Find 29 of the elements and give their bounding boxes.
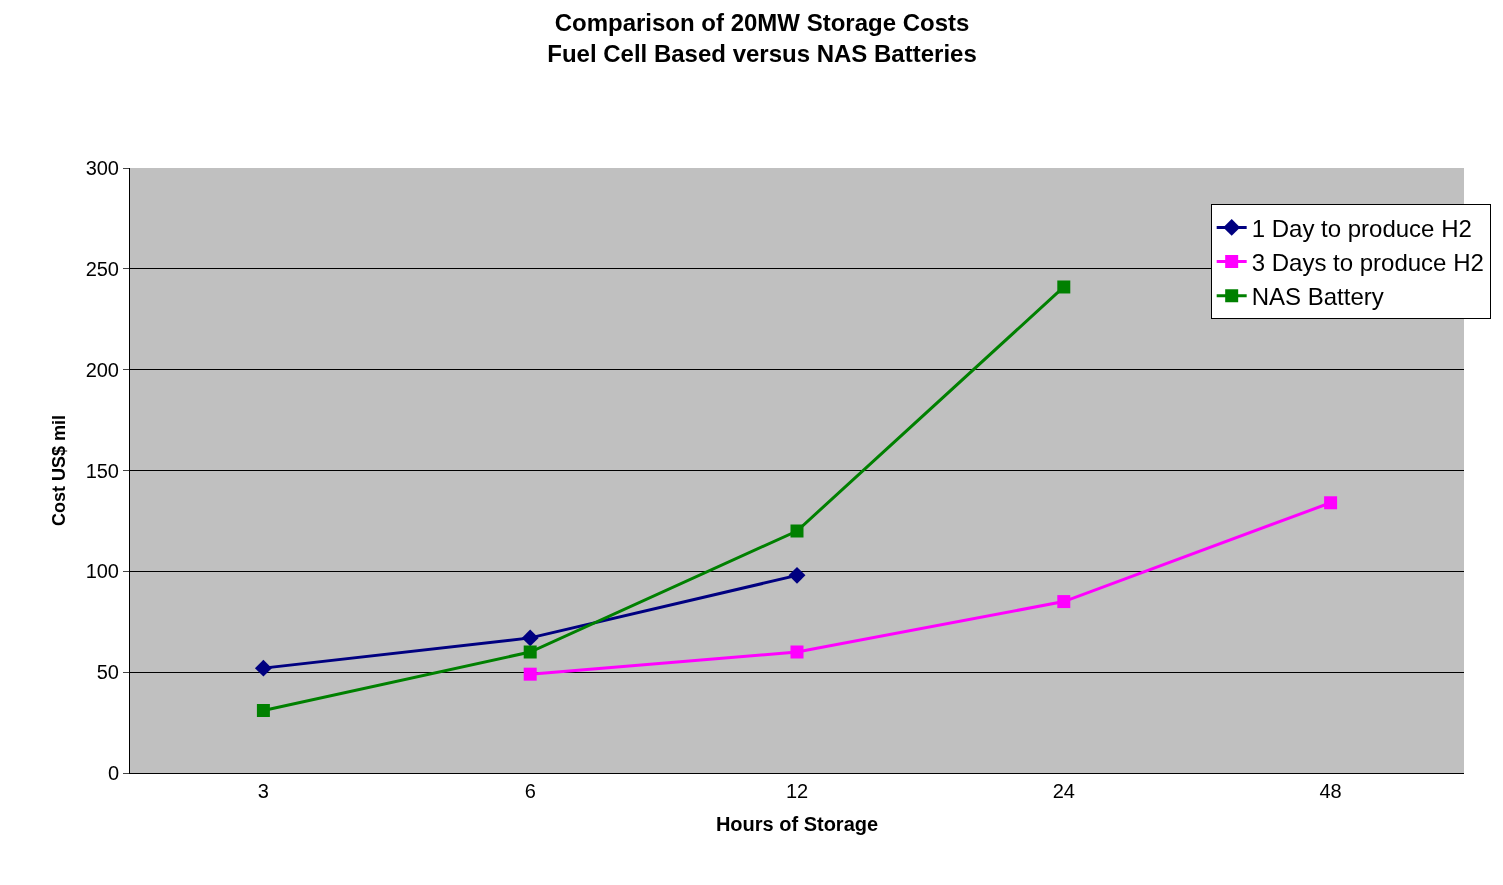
point <box>523 645 537 659</box>
legend-label: 3 Days to produce H2 <box>1251 248 1484 276</box>
y-tick-label: 250 <box>85 257 119 280</box>
point <box>523 667 537 681</box>
point <box>790 645 804 659</box>
chart-title: Comparison of 20MW Storage Costs Fuel Cell Based versus NAS Batteries <box>547 8 977 68</box>
x-tick-label: 3 <box>257 780 269 802</box>
x-tick-label: 12 <box>785 780 809 802</box>
y-tick-label: 150 <box>85 459 119 482</box>
point <box>1057 595 1071 609</box>
point <box>790 524 804 538</box>
y-tick-label: 200 <box>85 358 119 381</box>
y-tick-label: 50 <box>96 661 119 684</box>
point <box>256 703 270 717</box>
y-axis-title: Cost US$ mil <box>48 414 69 527</box>
legend-label: 1 Day to produce H2 <box>1251 214 1472 242</box>
y-tick-label: 0 <box>107 762 119 784</box>
y-tick-label: 100 <box>85 560 119 583</box>
point <box>1324 496 1338 510</box>
legend-label: NAS Battery <box>1251 283 1384 311</box>
point <box>788 566 806 584</box>
y-tick-label: 300 <box>85 157 119 179</box>
x-tick-label: 48 <box>1319 780 1342 802</box>
x-tick-label: 6 <box>524 780 536 802</box>
point <box>1057 280 1071 294</box>
x-axis-title: Hours of Storage <box>715 812 879 835</box>
point <box>521 629 539 647</box>
point <box>254 659 272 677</box>
x-tick-label: 24 <box>1052 780 1075 802</box>
